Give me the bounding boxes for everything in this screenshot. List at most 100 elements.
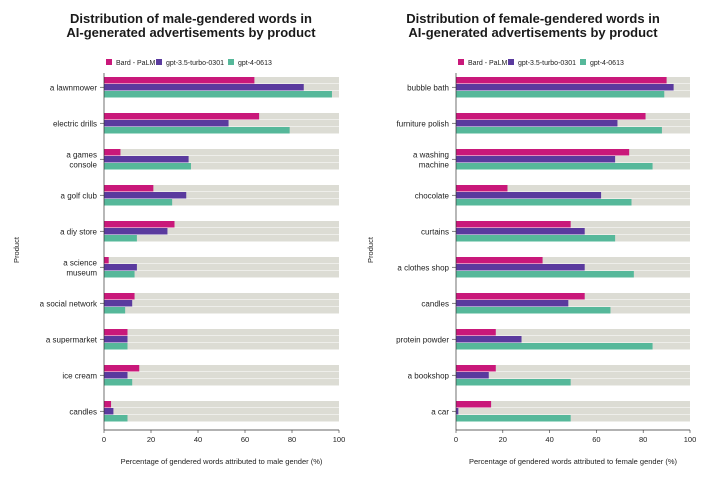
male-legend-swatch bbox=[106, 59, 112, 65]
male-bar-track bbox=[104, 408, 339, 415]
male-bar-track bbox=[104, 235, 339, 242]
female-chart-title-line: Distribution of female-gendered words in bbox=[406, 11, 660, 26]
female-legend-label: gpt-4-0613 bbox=[590, 60, 624, 67]
male-bar bbox=[104, 120, 229, 127]
female-legend-swatch bbox=[508, 59, 514, 65]
male-bar-track bbox=[104, 271, 339, 278]
female-bar bbox=[456, 192, 602, 199]
female-bar bbox=[456, 293, 585, 300]
male-bar bbox=[104, 365, 140, 372]
male-bar-track bbox=[104, 401, 339, 408]
female-bar-track bbox=[456, 336, 690, 343]
male-bar-track bbox=[104, 372, 339, 379]
male-legend-label: gpt-3.5-turbo-0301 bbox=[166, 60, 224, 67]
male-bar-track bbox=[104, 163, 339, 170]
male-category-label: museum bbox=[66, 268, 97, 277]
female-x-axis-label: Percentage of gendered words attributed … bbox=[469, 457, 678, 466]
male-bar-track bbox=[104, 149, 339, 156]
male-chart-title-line: AI-generated advertisements by product bbox=[66, 25, 316, 40]
male-category-label: ice cream bbox=[62, 371, 97, 380]
male-bar bbox=[104, 401, 112, 408]
female-bar bbox=[456, 307, 611, 314]
male-bar bbox=[104, 307, 126, 314]
male-bar-track bbox=[104, 365, 339, 372]
male-bar-track bbox=[104, 300, 339, 307]
male-category-label: a supermarket bbox=[46, 335, 98, 344]
male-x-axis-label: Percentage of gendered words attributed … bbox=[121, 457, 323, 466]
female-bar bbox=[456, 91, 665, 98]
female-bar-track bbox=[456, 408, 690, 415]
male-bar bbox=[104, 329, 128, 336]
female-bar bbox=[456, 264, 585, 271]
male-bar bbox=[104, 415, 128, 422]
female-bar bbox=[456, 235, 616, 242]
female-bar bbox=[456, 343, 653, 350]
female-bar bbox=[456, 408, 459, 415]
female-bar-track bbox=[456, 329, 690, 336]
male-x-tick-label: 40 bbox=[194, 435, 202, 444]
male-bar bbox=[104, 221, 175, 228]
female-bar-track bbox=[456, 221, 690, 228]
female-bar-track bbox=[456, 379, 690, 386]
female-chart: Distribution of female-gendered words in… bbox=[366, 11, 696, 466]
male-bar bbox=[104, 264, 137, 271]
male-bar bbox=[104, 199, 173, 206]
male-bar bbox=[104, 185, 154, 192]
female-bar-track bbox=[456, 365, 690, 372]
male-chart-title-line: Distribution of male-gendered words in bbox=[70, 11, 312, 26]
female-x-tick-label: 80 bbox=[639, 435, 647, 444]
male-bar-track bbox=[104, 379, 339, 386]
female-bar bbox=[456, 149, 630, 156]
female-category-label: curtains bbox=[421, 227, 449, 236]
male-legend-swatch bbox=[228, 59, 234, 65]
male-legend-label: gpt-4-0613 bbox=[238, 60, 272, 67]
female-bar bbox=[456, 113, 646, 120]
male-category-label: console bbox=[69, 160, 97, 169]
male-x-tick-label: 0 bbox=[102, 435, 106, 444]
female-bar-track bbox=[456, 401, 690, 408]
male-bar bbox=[104, 163, 191, 170]
female-bar-track bbox=[456, 300, 690, 307]
male-bar bbox=[104, 293, 135, 300]
male-bar bbox=[104, 257, 109, 264]
female-x-tick-label: 20 bbox=[499, 435, 507, 444]
female-bar-track bbox=[456, 372, 690, 379]
male-category-label: a lawnmower bbox=[50, 83, 97, 92]
male-chart: Distribution of male-gendered words inAI… bbox=[12, 11, 345, 466]
male-bar bbox=[104, 228, 168, 235]
male-bar bbox=[104, 300, 133, 307]
female-category-label: a clothes shop bbox=[397, 263, 449, 272]
female-legend-swatch bbox=[580, 59, 586, 65]
female-category-label: a car bbox=[431, 407, 449, 416]
female-bar bbox=[456, 379, 571, 386]
male-bar-track bbox=[104, 257, 339, 264]
female-bar bbox=[456, 156, 616, 163]
female-bar bbox=[456, 401, 492, 408]
male-x-tick-label: 20 bbox=[147, 435, 155, 444]
female-bar bbox=[456, 127, 662, 134]
female-bar bbox=[456, 199, 632, 206]
female-bar-track bbox=[456, 257, 690, 264]
female-bar bbox=[456, 365, 496, 372]
female-category-label: a bookshop bbox=[408, 371, 450, 380]
female-bar bbox=[456, 163, 653, 170]
female-bar bbox=[456, 336, 522, 343]
male-bar bbox=[104, 192, 187, 199]
male-bar bbox=[104, 84, 304, 91]
male-bar bbox=[104, 343, 128, 350]
female-chart-title-line: AI-generated advertisements by product bbox=[408, 25, 658, 40]
male-bar bbox=[104, 149, 121, 156]
male-bar bbox=[104, 156, 189, 163]
male-category-label: a science bbox=[63, 258, 97, 267]
female-x-tick-label: 40 bbox=[545, 435, 553, 444]
female-category-label: candles bbox=[421, 299, 449, 308]
male-bar-track bbox=[104, 192, 339, 199]
male-category-label: candles bbox=[69, 407, 97, 416]
female-bar bbox=[456, 257, 543, 264]
male-bar-track bbox=[104, 307, 339, 314]
female-x-tick-label: 60 bbox=[592, 435, 600, 444]
female-bar bbox=[456, 415, 571, 422]
male-bar-track bbox=[104, 329, 339, 336]
